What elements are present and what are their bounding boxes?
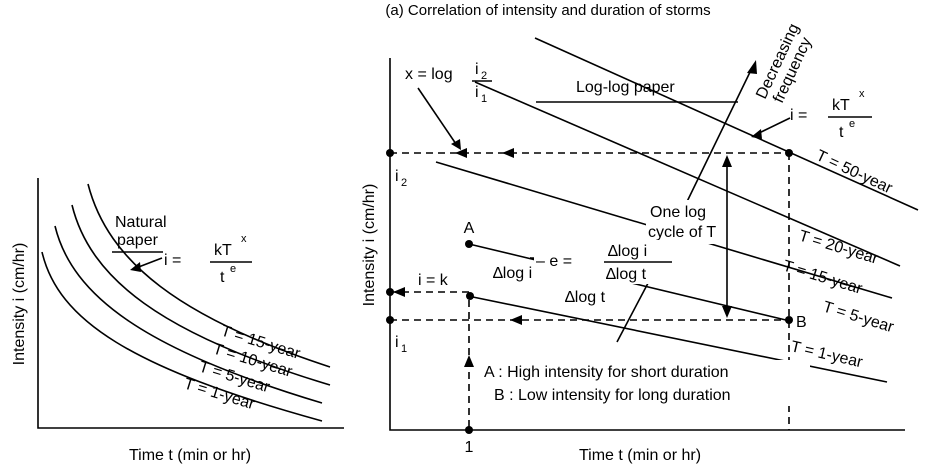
svg-text:1: 1 [481,93,487,105]
curve-1-year [41,251,323,422]
left-panel: Intensity i (cm/hr) Time t (min or hr) N… [11,178,344,464]
i2-sub: 2 [401,177,407,189]
left-y-axis-label: Intensity i (cm/hr) [11,243,28,366]
decreasing-frequency-arrow [680,67,753,215]
i1-label: i [395,334,399,351]
svg-text:kT: kT [832,97,850,114]
t1-axis-dot [465,426,473,434]
ik-axis-dot [386,288,394,296]
caption: (a) Correlation of intensity and duratio… [385,2,710,19]
curve-15-year [87,183,331,368]
x-tick-1: 1 [465,439,474,456]
right-line-labels: T = 50-year T = 20-year T = 15-year T = … [781,147,896,371]
svg-text:∆log i: ∆log i [608,243,647,260]
svg-text:e: e [849,118,855,130]
label-5-year: T = 5-year [821,299,896,337]
i2-arrow-head-2 [455,148,467,158]
dlogi-label: ∆log i [493,265,532,282]
x-equation: x = log i 2 i 1 [405,61,492,105]
label-15-year: T = 15-year [781,258,865,298]
line-1-year [467,295,888,383]
svg-text:i: i [475,84,479,101]
right-formula: i = kT x t e [790,88,872,141]
curve-5-year [54,225,323,404]
svg-text:x = log: x = log [405,66,453,83]
right-axes [389,58,905,431]
svg-text:t: t [220,269,225,286]
point-a-label: A [464,220,475,237]
left-axes [37,178,344,429]
line-top-unlabeled [534,37,919,211]
right-x-axis-label: Time t (min or hr) [579,447,701,464]
note-a: A : High intensity for short duration [484,364,729,381]
point-a-dot [465,240,473,248]
right-y-axis-label: Intensity i (cm/hr) [361,184,378,307]
note-b: B : Low intensity for long duration [494,387,731,404]
svg-text:i: i [475,61,479,78]
dlogt-label: ∆log t [565,289,606,306]
svg-text:2: 2 [481,70,487,82]
svg-text:x: x [859,88,865,100]
right-panel: Intensity i (cm/hr) Time t (min or hr) 1… [361,21,919,464]
one-log-label: One log [650,204,706,221]
line-50-year [474,81,901,267]
t1-arrow-head [464,355,474,367]
right-formula-arrow-head [751,129,762,139]
label-50-year: T = 50-year [813,147,895,197]
svg-text:i =: i = [790,107,807,124]
i2-arrow-head-1 [502,148,514,158]
log-log-paper-label: Log-log paper [576,79,675,96]
t1-line-dot [466,292,474,300]
svg-text:∆log t: ∆log t [606,266,647,283]
svg-text:t: t [839,124,844,141]
natural-label: Natural [115,214,167,231]
i2-label: i [395,168,399,185]
svg-text:x: x [241,233,247,245]
svg-text:– e =: – e = [536,253,572,270]
ik-label: i = k [418,272,449,289]
paper-label: paper [117,232,159,249]
x-eq-arrow [417,87,457,145]
left-arrow-head [130,262,141,272]
svg-text:i =: i = [164,252,181,269]
left-formula: i = kT x t e [164,233,252,286]
label-20-year: T = 20-year [797,228,881,268]
right-formula-arrow [756,117,791,135]
i1-sub: 1 [401,343,407,355]
left-x-axis-label: Time t (min or hr) [129,447,251,464]
svg-text:e: e [230,263,236,275]
decreasing-arrow-head [747,60,757,74]
b-dot [785,316,793,324]
i1-arrow-head [510,315,522,325]
cycle-of-t-label: cycle of T [648,224,716,241]
i2-dot [386,149,394,157]
i1-dot [386,316,394,324]
left-curve-labels: T = 15-year T = 10-year T = 5-year T = 1… [182,323,303,414]
point-b-label: B [796,314,807,331]
x-eq-arrow-head [451,139,461,150]
ik-arrow-head [393,287,405,297]
slope-equation: – e = ∆log i ∆log t [534,240,690,284]
svg-text:kT: kT [214,242,232,259]
curve-10-year [71,204,331,386]
